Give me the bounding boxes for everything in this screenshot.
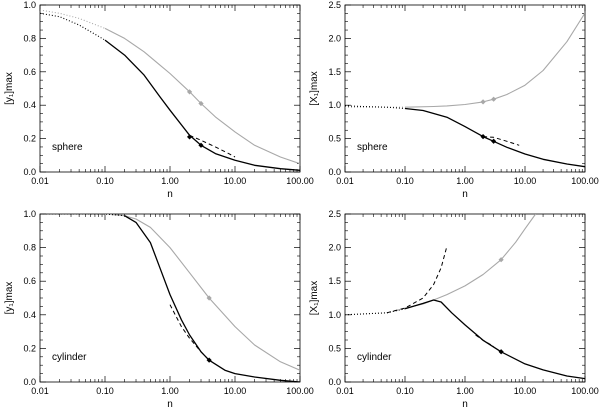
x-tick-label: 0.10 bbox=[396, 386, 414, 396]
y-axis-label: [X₁]max bbox=[309, 281, 320, 316]
data-point-marker bbox=[491, 138, 497, 144]
series-line-black-dashed bbox=[189, 134, 236, 158]
x-tick-label: 10.00 bbox=[224, 176, 247, 186]
panel-annotation: sphere bbox=[52, 142, 83, 153]
x-tick-label: 1.00 bbox=[456, 176, 474, 186]
series-line-black-dashed bbox=[483, 136, 520, 146]
panel-annotation: cylinder bbox=[52, 352, 87, 363]
series-line-black-solid bbox=[404, 299, 585, 380]
y-tick-label: 0.4 bbox=[23, 310, 36, 320]
y-axis-label: [X₁]max bbox=[309, 71, 320, 106]
data-point-marker bbox=[480, 99, 486, 105]
x-tick-label: 10.00 bbox=[514, 386, 537, 396]
y-tick-label: 0.5 bbox=[328, 134, 341, 144]
panel-annotation: cylinder bbox=[357, 352, 392, 363]
x-tick-label: 0.10 bbox=[396, 176, 414, 186]
data-point-marker bbox=[491, 96, 497, 102]
y-tick-label: 1.0 bbox=[23, 209, 36, 219]
x-tick-label: 10.00 bbox=[224, 386, 247, 396]
y-tick-label: 1.5 bbox=[328, 276, 341, 286]
x-tick-label: 100.00 bbox=[286, 386, 314, 396]
x-tick-label: 1.00 bbox=[456, 386, 474, 396]
y-tick-label: 0.0 bbox=[23, 167, 36, 177]
y-tick-label: 1.0 bbox=[328, 100, 341, 110]
y-tick-label: 1.5 bbox=[328, 67, 341, 77]
x-tick-label: 100.00 bbox=[571, 176, 599, 186]
x-tick-label: 0.01 bbox=[31, 386, 49, 396]
x-tick-label: 1.00 bbox=[161, 386, 179, 396]
data-point-marker bbox=[186, 89, 193, 95]
panel-top-right: 0.01 0.10 1.00 10.00 100.00 0.0 0.5 1.0 1.5 2.0 2.… bbox=[309, 0, 599, 200]
curve-group bbox=[40, 214, 300, 382]
series-line-black-dashed bbox=[169, 304, 210, 361]
y-tick-label: 2.5 bbox=[328, 209, 341, 219]
x-axis-label: n bbox=[167, 189, 173, 200]
y-tick-label: 0.2 bbox=[23, 134, 36, 144]
series-line-gray-solid bbox=[404, 214, 537, 309]
series-line-gray-solid bbox=[404, 12, 585, 108]
y-tick-label: 2.0 bbox=[328, 243, 341, 253]
panel-bottom-left: 0.01 0.10 1.00 10.00 100.00 0.0 0.2 0.4 0.6 0.8 1.… bbox=[4, 209, 314, 408]
series-line-black-solid bbox=[404, 107, 585, 168]
x-tick-label: 1.00 bbox=[161, 176, 179, 186]
x-tick-label: 0.10 bbox=[96, 386, 114, 396]
data-point-marker bbox=[498, 349, 504, 355]
y-tick-label: 0.2 bbox=[23, 343, 36, 353]
series-line-gray-solid bbox=[104, 27, 300, 165]
series-line-gray-solid bbox=[104, 214, 300, 371]
x-tick-label: 0.01 bbox=[336, 386, 354, 396]
y-tick-label: 1.0 bbox=[328, 310, 341, 320]
x-tick-label: 10.00 bbox=[514, 176, 537, 186]
y-tick-label: 1.0 bbox=[23, 0, 36, 10]
y-tick-label: 0.8 bbox=[23, 33, 36, 43]
series-line-black-dotted bbox=[345, 308, 406, 316]
series-line-black-solid bbox=[104, 39, 300, 171]
data-point-marker bbox=[186, 134, 193, 140]
y-tick-label: 0.0 bbox=[328, 167, 341, 177]
y-tick-label: 2.5 bbox=[328, 0, 341, 10]
series-line-gray-dotted bbox=[40, 9, 106, 29]
data-point-marker bbox=[480, 133, 486, 140]
data-point-marker bbox=[198, 142, 204, 148]
curve-group bbox=[40, 9, 300, 171]
x-axis-label: n bbox=[462, 399, 468, 408]
y-axis-label: [y₁]max bbox=[4, 72, 15, 105]
y-tick-label: 0.6 bbox=[23, 276, 36, 286]
panel-annotation: sphere bbox=[357, 142, 388, 153]
y-tick-label: 0.4 bbox=[23, 100, 36, 110]
x-tick-label: 100.00 bbox=[571, 386, 599, 396]
y-tick-label: 2.0 bbox=[328, 33, 341, 43]
y-tick-label: 0.8 bbox=[23, 243, 36, 253]
x-axis-label: n bbox=[462, 189, 468, 200]
data-point-marker bbox=[206, 295, 212, 301]
series-line-black-dotted bbox=[345, 105, 406, 110]
y-tick-label: 0.0 bbox=[328, 377, 341, 387]
x-tick-label: 0.10 bbox=[96, 176, 114, 186]
data-point-marker bbox=[198, 100, 204, 107]
x-tick-label: 0.01 bbox=[336, 176, 354, 186]
y-axis-label: [y₁]max bbox=[4, 282, 15, 315]
series-line-black-dashed bbox=[386, 246, 448, 314]
data-point-marker bbox=[206, 357, 212, 363]
y-tick-label: 0.5 bbox=[328, 343, 341, 353]
panel-top-left: 0.01 0.10 1.00 10.00 100.00 0.0 0.2 0.4 0.6 0.8 1.… bbox=[4, 0, 314, 200]
panel-bottom-right: 0.01 0.10 1.00 10.00 100.00 0.0 0.5 1.0 1.5 2.0 2.… bbox=[309, 209, 599, 408]
x-axis-label: n bbox=[167, 399, 173, 408]
data-point-marker bbox=[498, 257, 504, 263]
series-line-black-dashed bbox=[475, 334, 494, 347]
x-tick-label: 100.00 bbox=[286, 176, 314, 186]
series-line-black-dotted bbox=[40, 12, 106, 41]
y-tick-label: 0.6 bbox=[23, 67, 36, 77]
curve-group bbox=[345, 214, 585, 380]
x-tick-label: 0.01 bbox=[31, 176, 49, 186]
series-line-black-solid bbox=[124, 215, 300, 382]
y-tick-label: 0.0 bbox=[23, 377, 36, 387]
